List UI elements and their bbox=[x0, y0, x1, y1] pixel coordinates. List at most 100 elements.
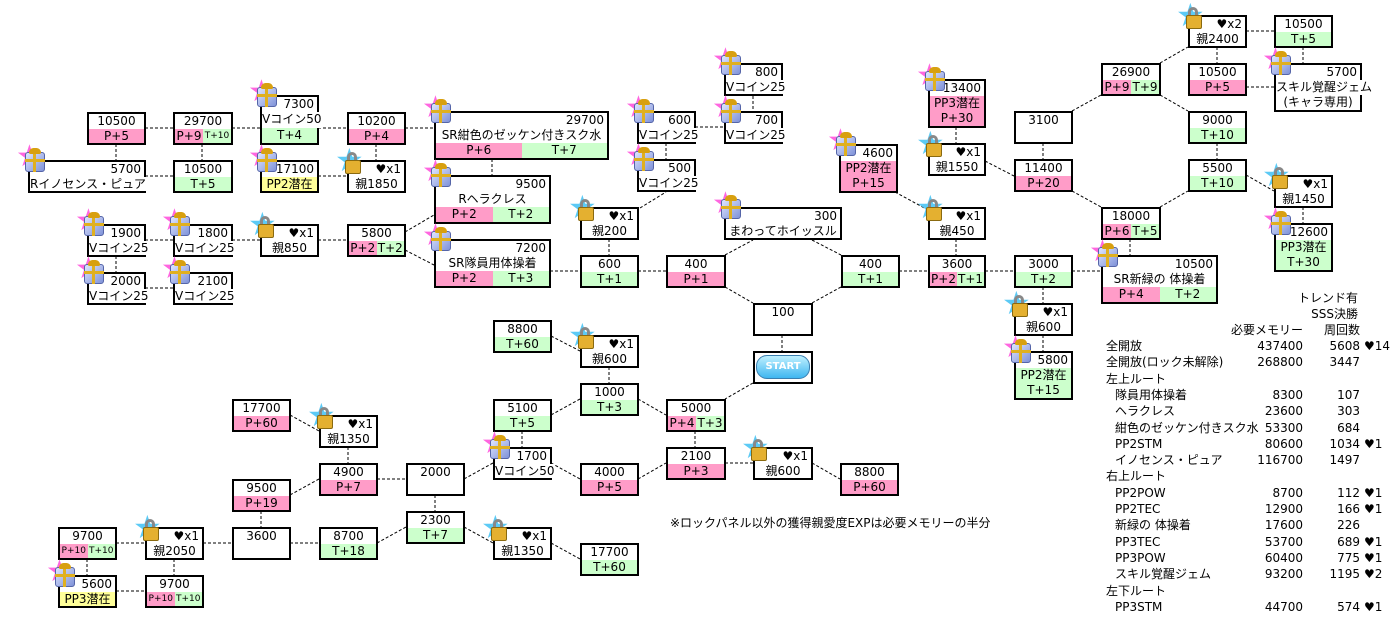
memory-panel[interactable]: 10200 P+4 bbox=[347, 112, 406, 145]
memory-panel[interactable]: 18000 P+6 T+5 bbox=[1101, 207, 1161, 240]
memory-panel[interactable]: 9500 P+19 bbox=[232, 479, 291, 512]
memory-panel[interactable]: 9000 T+10 bbox=[1188, 111, 1247, 144]
memory-panel[interactable]: 5800 P+2 T+2 bbox=[347, 224, 406, 257]
panel-cost: 17700 bbox=[234, 401, 289, 416]
summary-label: PP2TEC bbox=[1115, 502, 1161, 516]
panel-reward: Vコイン50 bbox=[495, 463, 555, 478]
memory-panel[interactable]: 3100 bbox=[1014, 111, 1073, 144]
memory-panel[interactable]: 9500 Rヘラクレス P+2 T+2 bbox=[434, 175, 551, 224]
lock-panel[interactable]: ♥x1 親450 bbox=[928, 207, 986, 240]
panel-cost-row: ♥x2 bbox=[1190, 17, 1245, 32]
memory-panel[interactable]: 600 T+1 bbox=[580, 255, 639, 288]
memory-panel[interactable]: 9700 P+10 T+10 bbox=[145, 575, 204, 608]
memory-panel[interactable]: 3600 P+2 T+1 bbox=[928, 255, 986, 288]
panel-cost: ♥x1 bbox=[147, 529, 202, 544]
lock-icon: ★ bbox=[1262, 159, 1296, 195]
memory-panel[interactable]: 11400 P+20 bbox=[1014, 159, 1073, 192]
memory-panel[interactable]: 5000 P+4 T+3 bbox=[666, 399, 726, 432]
panel-cost: 8800 bbox=[842, 465, 897, 480]
summary-memory: 268800 bbox=[1257, 355, 1303, 370]
panel-cost: 2100 bbox=[668, 449, 724, 464]
panel-reward: T+5 bbox=[495, 415, 550, 430]
memory-panel[interactable]: 26900 P+9 T+9 bbox=[1101, 63, 1161, 96]
memory-panel[interactable]: 17700 T+60 bbox=[580, 543, 639, 576]
memory-panel[interactable]: 29700 SR紺色のゼッケン付きスク水 P+6 T+7 bbox=[434, 111, 609, 160]
panel-reward: まわってホイッスル bbox=[726, 223, 840, 238]
memory-panel[interactable]: 5700 Rイノセンス・ピュア bbox=[28, 160, 146, 193]
panel-cost-row: 4000 bbox=[582, 465, 637, 480]
panel-reward: PP2潜在 bbox=[1016, 368, 1071, 383]
panel-reward-row: Vコイン25 bbox=[726, 127, 786, 142]
panel-reward: 親1450 bbox=[1276, 191, 1331, 206]
lock-panel[interactable]: ♥x1 親850 bbox=[260, 224, 319, 257]
memory-panel[interactable]: 3600 bbox=[232, 527, 291, 560]
summary-label: 紺色のゼッケン付きスク水 bbox=[1115, 420, 1259, 435]
memory-panel[interactable]: 2000 Vコイン25 bbox=[87, 272, 149, 305]
memory-panel[interactable]: 8800 T+60 bbox=[493, 320, 552, 353]
memory-panel[interactable]: 7200 SR隊員用体操着 P+2 T+3 bbox=[434, 239, 551, 288]
memory-panel[interactable]: 1000 T+3 bbox=[580, 383, 639, 416]
panel-reward-row: P+10 T+10 bbox=[147, 591, 202, 606]
memory-panel[interactable]: 17700 P+60 bbox=[232, 399, 291, 432]
memory-panel[interactable]: 300 まわってホイッスル bbox=[724, 207, 842, 240]
lock-panel[interactable]: ♥x1 親600 bbox=[1014, 303, 1073, 336]
panel-reward-row: Vコイン25 bbox=[639, 127, 699, 142]
memory-panel[interactable]: 2000 bbox=[406, 463, 465, 496]
memory-panel[interactable]: 2100 P+3 bbox=[666, 447, 726, 480]
memory-panel[interactable]: 17100 PP2潜在 bbox=[260, 160, 319, 193]
memory-panel[interactable]: 10500 P+5 bbox=[87, 112, 146, 145]
gift-icon: ★ bbox=[422, 221, 456, 257]
lock-panel[interactable]: ♥x1 親1850 bbox=[347, 160, 406, 193]
panel-reward: 親1350 bbox=[321, 431, 376, 446]
panel-cost-row: 400 bbox=[668, 257, 724, 272]
panel-reward: P+9 bbox=[1103, 79, 1131, 94]
panel-cost: 9500 bbox=[436, 177, 549, 192]
memory-panel[interactable]: 400 P+1 bbox=[666, 255, 726, 288]
panel-reward-row: T+30 bbox=[1276, 255, 1331, 270]
panel-reward-row: 親2400 bbox=[1190, 31, 1245, 46]
panel-reward-row: 親2050 bbox=[147, 543, 202, 558]
memory-panel[interactable]: 5100 T+5 bbox=[493, 399, 552, 432]
memory-panel[interactable]: 10500 SR新緑の 体操着 P+4 T+2 bbox=[1101, 255, 1218, 304]
panel-reward: P+10 bbox=[60, 543, 88, 558]
memory-panel[interactable]: 7300 Vコイン50 T+4 bbox=[260, 95, 322, 145]
panel-cost-row: 10500 bbox=[1190, 65, 1245, 80]
lock-panel[interactable]: ♥x1 親1350 bbox=[319, 415, 378, 448]
panel-cost-row: ♥x1 bbox=[349, 162, 404, 177]
memory-panel[interactable]: 4900 P+7 bbox=[319, 463, 378, 496]
memory-panel[interactable]: 9700 P+10 T+10 bbox=[58, 527, 117, 560]
panel-reward-row: P+4 T+3 bbox=[668, 415, 724, 430]
memory-panel[interactable]: 700 Vコイン25 bbox=[724, 111, 786, 144]
memory-panel[interactable]: 400 T+1 bbox=[841, 255, 900, 288]
panel-reward: Vコイン25 bbox=[726, 127, 786, 142]
panel-reward-row: Vコイン25 bbox=[89, 240, 149, 255]
memory-panel[interactable]: 4000 P+5 bbox=[580, 463, 639, 496]
panel-reward-row: Vコイン50 bbox=[262, 112, 322, 128]
memory-panel[interactable]: 2100 Vコイン25 bbox=[173, 272, 235, 305]
memory-panel[interactable]: 10500 T+5 bbox=[173, 160, 233, 193]
memory-panel[interactable]: 8700 T+18 bbox=[319, 527, 378, 560]
lock-icon: ★ bbox=[248, 208, 282, 244]
panel-reward: P+9 bbox=[175, 128, 203, 143]
memory-panel[interactable]: 5500 T+10 bbox=[1188, 159, 1247, 192]
memory-panel[interactable]: 10500 P+5 bbox=[1188, 63, 1247, 96]
memory-panel[interactable]: 4600 PP2潜在 P+15 bbox=[839, 144, 898, 193]
memory-panel[interactable]: 29700 P+9 T+10 bbox=[173, 112, 233, 145]
memory-panel[interactable]: 10500 T+5 bbox=[1274, 15, 1333, 48]
panel-cost-row: ♥x1 bbox=[147, 529, 202, 544]
panel-reward-row: (キャラ専用) bbox=[1276, 95, 1360, 110]
memory-panel[interactable]: 5700 スキル覚醒ジェム (キャラ専用) bbox=[1274, 63, 1373, 112]
panel-cost-row: ♥x1 bbox=[321, 417, 376, 432]
memory-panel[interactable]: 100 bbox=[753, 303, 813, 336]
lock-panel[interactable]: ♥x1 親2050 bbox=[145, 527, 204, 560]
panel-cost-row: 5800 bbox=[349, 226, 404, 241]
panel-reward-row: Vコイン25 bbox=[89, 288, 149, 303]
panel-reward-row: 親600 bbox=[582, 351, 637, 366]
panel-reward: P+3 bbox=[668, 463, 724, 478]
panel-reward-row: P+2 T+3 bbox=[436, 271, 549, 286]
memory-panel[interactable]: 3000 T+2 bbox=[1014, 255, 1073, 288]
panel-cost: 8700 bbox=[321, 529, 376, 544]
memory-panel[interactable]: 2300 T+7 bbox=[406, 511, 465, 544]
memory-panel[interactable]: 8800 P+60 bbox=[840, 463, 899, 496]
header-sss: SSS決勝 bbox=[1311, 307, 1358, 321]
